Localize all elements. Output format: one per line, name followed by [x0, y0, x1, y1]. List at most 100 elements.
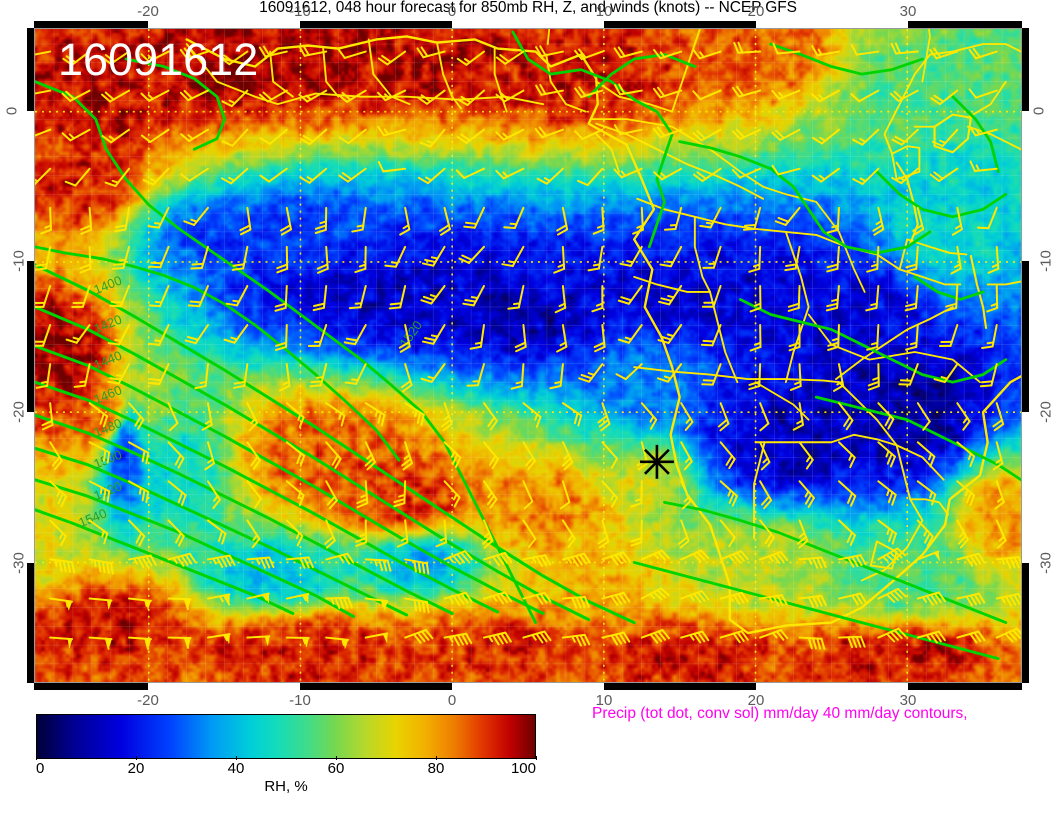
wind-barb [653, 167, 683, 181]
scalebar-segment [604, 683, 756, 690]
wind-barb [179, 89, 209, 102]
contour-label-1440: 1440 [92, 348, 124, 373]
wind-barb [351, 206, 367, 233]
station-marker-asterisk[interactable] [639, 444, 674, 479]
wind-barb [956, 480, 976, 507]
wind-barb [522, 591, 552, 605]
wind-barb [338, 128, 367, 145]
wind-barb [435, 519, 448, 548]
contour-label-1480: 1480 [92, 415, 124, 440]
wind-barb [742, 206, 762, 231]
wind-barb [35, 167, 52, 186]
colorbar-tickmark-0 [36, 756, 37, 760]
wind-barb [759, 550, 789, 564]
wind-barb [404, 629, 434, 644]
wind-barb [140, 128, 170, 143]
wind-barb [384, 245, 407, 268]
wind-barb [128, 402, 145, 430]
wind-barb [613, 46, 643, 59]
wind-barb [536, 167, 564, 185]
wind-barb [128, 597, 152, 610]
wind-barb [404, 402, 425, 427]
wind-barb [656, 363, 683, 383]
wind-barb [285, 519, 304, 547]
wind-barb [325, 441, 342, 469]
wind-barb [916, 630, 946, 644]
wind-barb [246, 480, 262, 509]
wind-barb [142, 167, 170, 186]
wind-barb [522, 519, 537, 549]
wind-barb [88, 597, 113, 610]
wind-barb [877, 519, 897, 545]
wind-barb [898, 363, 919, 386]
wind-barb [522, 630, 552, 644]
wind-barb [535, 83, 564, 96]
lat-lon-gridlines [35, 29, 1021, 682]
wind-barb [787, 284, 801, 312]
wind-barb [482, 402, 498, 431]
wind-barb [148, 245, 170, 269]
map-overlay-layer: 1540152015001480146014401420140015201540 [35, 29, 1021, 682]
wind-barb [866, 324, 880, 351]
wind-barb [140, 50, 170, 63]
wind-barb [458, 245, 485, 264]
wind-barb [771, 128, 801, 142]
wind-barb [274, 284, 288, 312]
wind-barb [438, 206, 451, 236]
wind-barb [837, 554, 867, 568]
wind-barb [180, 167, 209, 182]
wind-barb [285, 636, 310, 647]
wind-barb [299, 128, 328, 146]
wind-barb [837, 441, 856, 469]
wind-barb [652, 48, 683, 60]
wind-barb [811, 167, 840, 183]
wind-barb [49, 636, 74, 648]
wind-barb [239, 206, 252, 236]
wind-barb [128, 480, 150, 504]
wind-barb [377, 160, 407, 173]
wind-barb [992, 402, 1005, 432]
wind-barb [64, 167, 91, 187]
contour-label-1460: 1460 [92, 382, 124, 407]
map-plot-area[interactable]: 1540152015001480146014401420140015201540… [34, 28, 1022, 683]
colorbar-tickmark-4 [436, 756, 437, 760]
axis-scalebar-bottom [34, 683, 1022, 690]
wind-barb [759, 519, 775, 548]
wind-barb [554, 284, 567, 314]
wind-barb [285, 441, 306, 467]
wind-barb [969, 160, 998, 173]
wind-barb [693, 167, 722, 182]
wind-barb [88, 558, 114, 575]
wind-barb [789, 363, 802, 391]
wind-barb [636, 441, 649, 471]
wind-barb [825, 284, 840, 312]
wind-barb [49, 558, 76, 574]
x-tick-top-2: 0 [447, 3, 457, 20]
wind-barb [482, 631, 512, 646]
wind-barb [652, 126, 683, 139]
wind-barb [951, 206, 963, 236]
wind-barb [246, 402, 258, 432]
wind-barb [221, 89, 249, 108]
rh-colorbar-ticks: 0 20 40 60 80 100 [36, 756, 537, 780]
wind-barb [221, 128, 249, 147]
wind-barb [419, 128, 446, 148]
wind-barb [601, 591, 631, 606]
y-tick-right-2: -20 [1037, 401, 1055, 423]
wind-barb [49, 597, 73, 611]
wind-barb [443, 632, 473, 647]
wind-barb [35, 89, 52, 96]
wind-barb [929, 47, 959, 60]
wind-barb [904, 284, 919, 312]
wind-barb [826, 245, 840, 273]
wind-barb [180, 128, 209, 143]
wind-barb [976, 206, 998, 230]
wind-barb [719, 480, 738, 507]
wind-barb [619, 245, 643, 267]
wind-barb [223, 324, 249, 344]
wind-barb [811, 128, 840, 145]
wind-barb [796, 519, 809, 549]
wind-barb [597, 519, 610, 549]
wind-barb [343, 324, 367, 346]
wind-barb [837, 519, 857, 546]
